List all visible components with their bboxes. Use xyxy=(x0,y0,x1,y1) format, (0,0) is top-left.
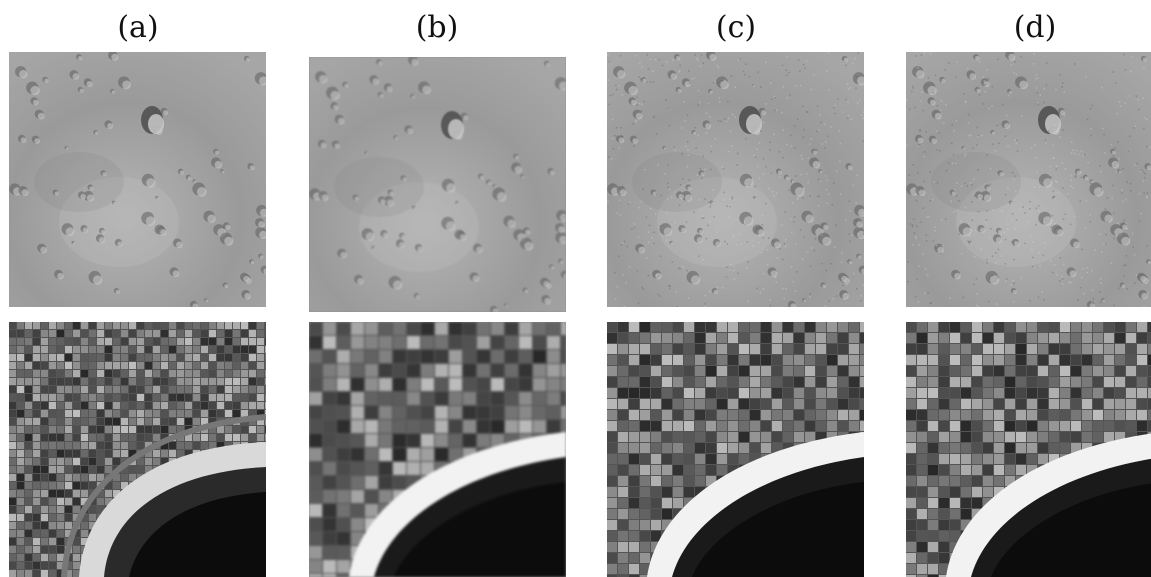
moon-image-d xyxy=(906,52,1151,307)
moon-image-b xyxy=(309,57,566,312)
moon-image-a xyxy=(9,52,266,307)
column-label-b: (b) xyxy=(307,8,567,48)
column-label-c: (c) xyxy=(606,8,866,48)
column-label-a: (a) xyxy=(8,8,268,48)
coast-image-d xyxy=(906,322,1151,577)
column-label-d: (d) xyxy=(905,8,1151,48)
moon-image-c xyxy=(607,52,864,307)
coast-image-b xyxy=(309,322,566,577)
coast-image-a xyxy=(9,322,266,577)
coast-image-c xyxy=(607,322,864,577)
